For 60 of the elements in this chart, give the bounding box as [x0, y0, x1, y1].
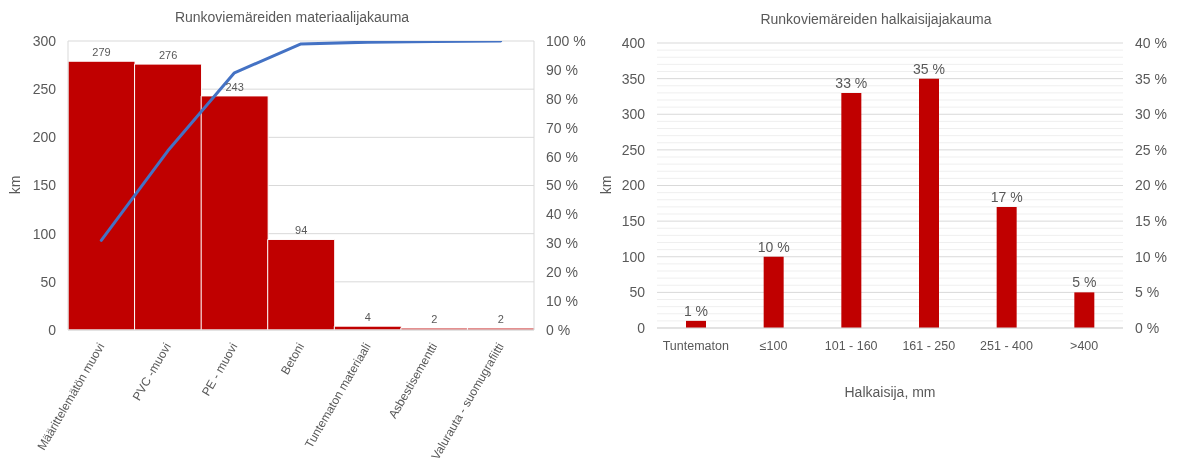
y-tick-label: 300 — [32, 32, 57, 49]
y2-tick-label: 20 % — [1135, 177, 1167, 194]
data-label: 1 % — [683, 302, 709, 319]
y-tick-label: 150 — [32, 177, 57, 194]
chart-title: Runkoviemäreiden materiaalijakauma — [173, 8, 411, 26]
y2-tick-label: 50 % — [546, 177, 578, 194]
y2-tick-label: 30 % — [546, 235, 578, 252]
y2-tick-label: 5 % — [1135, 284, 1160, 301]
data-label: 10 % — [757, 238, 790, 255]
y-tick-label: 0 — [48, 321, 57, 338]
y2-tick-label: 25 % — [1135, 141, 1167, 158]
y-tick-label: 300 — [621, 106, 646, 123]
y-axis-title: km — [7, 175, 23, 195]
y2-tick-label: 90 % — [546, 61, 578, 78]
y-tick-label: 400 — [621, 34, 646, 51]
y-tick-label: 50 — [40, 273, 57, 290]
y-tick-label: 100 — [32, 225, 57, 242]
x-tick-label: 101 - 160 — [824, 339, 878, 353]
x-axis-title: Halkaisija, mm — [843, 383, 937, 401]
data-label: 94 — [295, 224, 308, 237]
y2-tick-label: 80 % — [546, 90, 578, 107]
y2-tick-label: 40 % — [546, 206, 578, 223]
data-label: 279 — [92, 46, 111, 59]
data-label: 276 — [158, 49, 178, 62]
data-label: 243 — [225, 80, 244, 93]
y2-tick-label: 0 % — [1135, 319, 1160, 336]
y-tick-label: 200 — [32, 129, 57, 146]
y-axis-title: km — [598, 175, 614, 195]
data-label: 4 — [364, 311, 371, 324]
x-tick-label: Tuntematon — [662, 339, 729, 353]
x-tick-label: ≤100 — [759, 339, 788, 353]
y-tick-label: 200 — [621, 177, 646, 194]
y-tick-label: 350 — [621, 70, 646, 87]
y2-tick-label: 40 % — [1135, 34, 1167, 51]
y-tick-label: 0 — [637, 319, 646, 336]
y2-tick-label: 70 % — [546, 119, 578, 136]
y2-tick-label: 60 % — [546, 148, 578, 165]
y2-tick-label: 20 % — [546, 264, 578, 281]
y-tick-label: 250 — [32, 81, 57, 98]
y-tick-label: 250 — [621, 141, 646, 158]
y-tick-label: 150 — [621, 213, 646, 230]
y2-tick-label: 10 % — [1135, 248, 1167, 265]
y2-tick-label: 35 % — [1135, 70, 1167, 87]
x-tick-label: 161 - 250 — [902, 339, 956, 353]
y2-tick-label: 10 % — [546, 293, 578, 310]
data-label: 2 — [431, 313, 438, 326]
data-label: 5 % — [1072, 274, 1097, 291]
data-label: 17 % — [990, 188, 1023, 205]
data-label: 2 — [497, 313, 504, 326]
y2-tick-label: 30 % — [1135, 106, 1167, 123]
x-tick-label: >400 — [1070, 339, 1099, 353]
x-tick-label: 251 - 400 — [980, 339, 1033, 353]
data-label: 33 % — [835, 74, 868, 91]
y-tick-label: 50 — [629, 284, 646, 301]
y2-tick-label: 0 % — [546, 321, 571, 338]
y2-tick-label: 15 % — [1135, 213, 1167, 230]
chart-title: Runkoviemäreiden halkaisijajakauma — [759, 10, 993, 28]
y2-tick-label: 100 % — [546, 32, 586, 49]
data-label: 35 % — [913, 60, 945, 77]
y-tick-label: 100 — [621, 248, 646, 265]
